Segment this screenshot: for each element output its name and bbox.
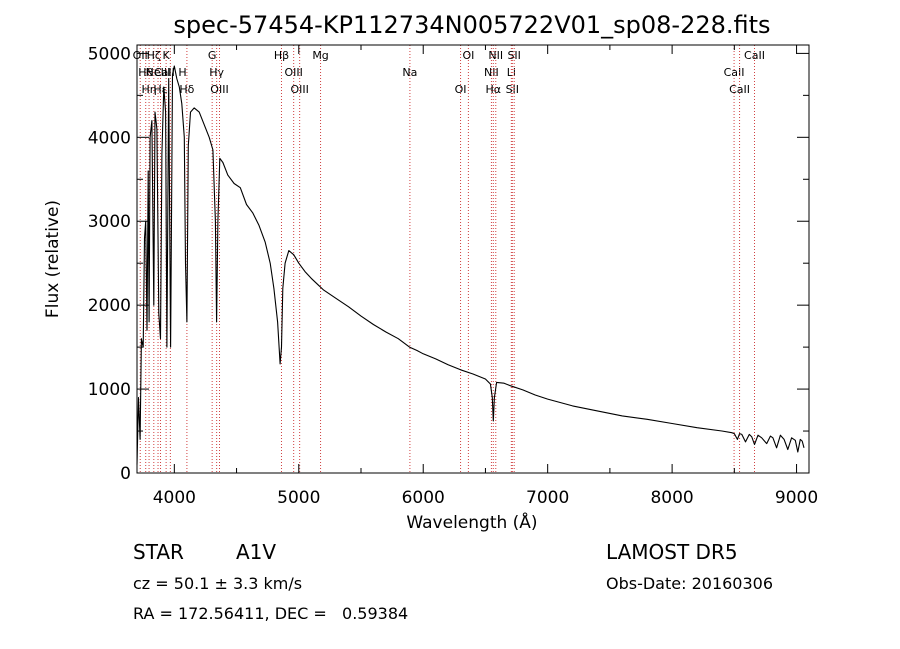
x-tick-label: 4000 xyxy=(153,488,196,508)
chart-title: spec-57454-KP112734N005722V01_sp08-228.f… xyxy=(173,11,770,39)
line-marker-label: NII xyxy=(484,66,499,79)
plot-frame xyxy=(136,44,810,474)
line-marker-label: CaII xyxy=(724,66,745,79)
line-marker-label: SII xyxy=(506,83,519,96)
line-marker-label: Hζ xyxy=(147,49,161,62)
x-axis-label: Wavelength (Å) xyxy=(406,511,537,533)
y-tick-label: 4000 xyxy=(88,128,131,148)
line-marker-label: Na xyxy=(402,66,417,79)
line-marker-label: Hε xyxy=(153,83,167,96)
y-tick-label: 3000 xyxy=(88,212,131,232)
x-tick-label: 6000 xyxy=(402,488,445,508)
line-marker-label: NeIII xyxy=(146,66,171,79)
survey-name: LAMOST DR5 xyxy=(606,540,738,564)
line-marker-label: CaII H xyxy=(154,66,187,79)
spectrum-series xyxy=(136,65,805,465)
coordinates: RA = 172.56411, DEC = 0.59384 xyxy=(133,604,409,623)
line-marker-label: Hα xyxy=(486,83,502,96)
y-tick-label: 2000 xyxy=(88,296,131,316)
line-marker-label: OI xyxy=(462,49,474,62)
x-tick-label: 9000 xyxy=(775,488,818,508)
line-marker-label: G xyxy=(208,49,217,62)
line-marker-label: NII xyxy=(488,49,503,62)
line-marker-label: CaII xyxy=(729,83,750,96)
y-tick-label: 0 xyxy=(120,464,131,484)
line-marker-label: Hη xyxy=(141,83,156,96)
line-marker-label: K xyxy=(163,49,171,62)
line-marker-label: OIII xyxy=(210,83,228,96)
emission-line-markers: OII Hθ Hη Hζ NeIII Hε K CaII H Hδ G Hγ OIII Hβ OIII OI… xyxy=(133,45,765,473)
spectrum-line xyxy=(136,65,805,465)
line-marker-label: SII xyxy=(507,49,520,62)
axes: 4000 5000 6000 7000 8000 9000 0 1000 2000 3000 400… xyxy=(88,44,818,508)
line-marker-label: Hθ xyxy=(138,66,153,79)
line-marker-label: OIII xyxy=(290,83,308,96)
y-tick-label: 5000 xyxy=(88,44,131,64)
line-marker-label: Hβ xyxy=(274,49,289,62)
x-tick-label: 7000 xyxy=(526,488,569,508)
line-marker-label: Hδ xyxy=(179,83,194,96)
x-tick-label: 5000 xyxy=(277,488,320,508)
x-tick-label: 8000 xyxy=(650,488,693,508)
line-marker-label: OI xyxy=(455,83,467,96)
redshift-velocity: cz = 50.1 ± 3.3 km/s xyxy=(133,574,303,593)
line-marker-label: Hγ xyxy=(209,66,224,79)
object-class: STAR xyxy=(133,540,184,564)
line-marker-label: Li xyxy=(507,66,516,79)
line-marker-label: OII xyxy=(133,49,148,62)
y-axis-label: Flux (relative) xyxy=(43,200,63,318)
observation-date: Obs-Date: 20160306 xyxy=(606,574,774,593)
line-marker-label: Mg xyxy=(312,49,328,62)
line-marker-label: CaII xyxy=(744,49,765,62)
object-subclass: A1V xyxy=(236,540,277,564)
line-marker-label: OIII xyxy=(284,66,302,79)
y-tick-label: 1000 xyxy=(88,380,131,400)
